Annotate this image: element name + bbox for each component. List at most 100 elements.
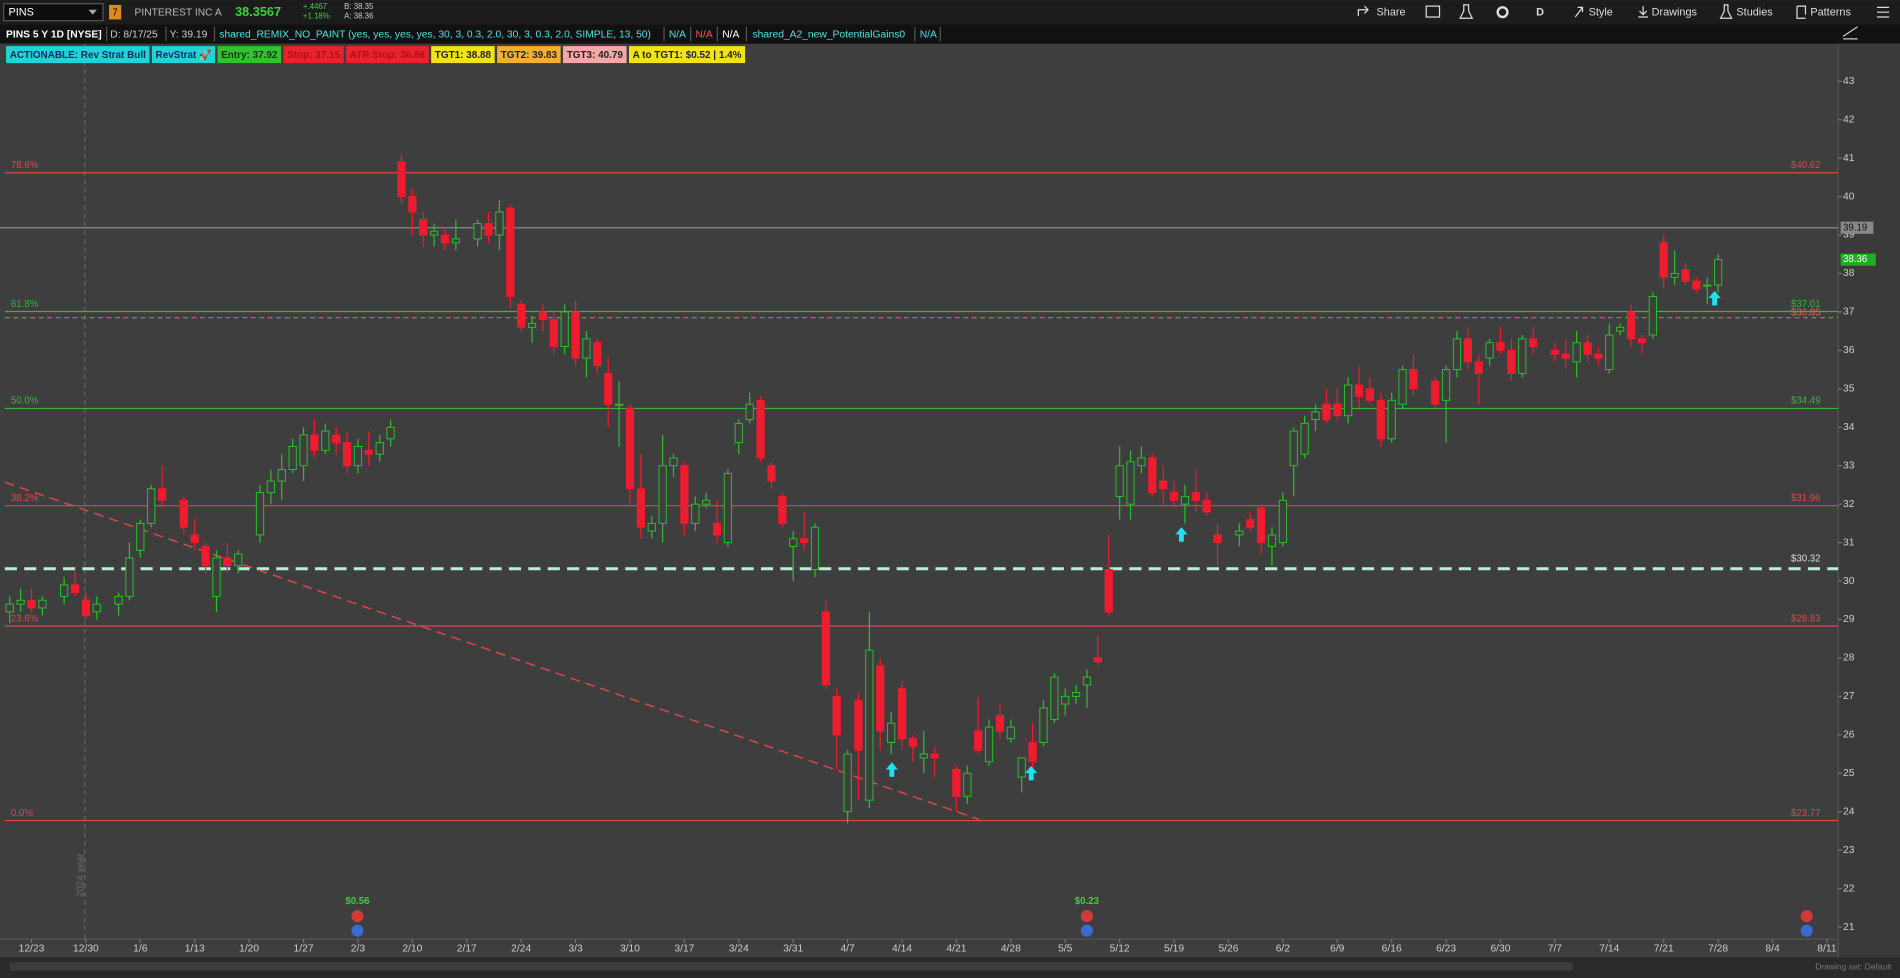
net-change: +.4467 — [303, 2, 327, 11]
patterns-button[interactable]: Patterns — [1796, 5, 1851, 19]
candle-body — [1431, 380, 1440, 405]
candle-body — [1235, 530, 1244, 536]
studies-button[interactable]: Studies — [1719, 4, 1774, 19]
candle-body — [81, 599, 91, 617]
study-value: N/A — [722, 29, 739, 40]
patterns-label[interactable]: Patterns — [1810, 7, 1851, 19]
date-label: 7/28 — [1708, 944, 1728, 955]
candle-body — [60, 584, 69, 597]
share-button[interactable]: Share — [1357, 5, 1406, 19]
price-tick-label: 22 — [1843, 883, 1855, 894]
cursor-price-box — [1840, 221, 1874, 234]
candle-body — [756, 399, 765, 459]
status-badge — [217, 46, 282, 64]
fib-pct: 61.8% — [11, 299, 39, 310]
drawings-button[interactable]: Drawings — [1638, 6, 1698, 19]
symbol-dropdown[interactable] — [88, 9, 97, 15]
candle-body — [473, 223, 482, 240]
price-tick-label: 38 — [1843, 268, 1855, 279]
style-label[interactable]: Style — [1589, 7, 1613, 19]
status-badge — [283, 46, 344, 64]
symbol-box[interactable] — [3, 3, 104, 22]
date-label: 4/28 — [1001, 944, 1021, 955]
price-tick-label: 33 — [1843, 460, 1855, 471]
style-icon — [1574, 6, 1584, 18]
candle-body — [745, 403, 754, 421]
price-tick-label: 26 — [1843, 730, 1855, 741]
earnings-value: $0.23 — [1075, 896, 1100, 907]
link-box[interactable] — [109, 4, 122, 20]
link-group[interactable]: 7 — [112, 7, 117, 18]
drawing-tool-icon[interactable] — [1842, 26, 1858, 40]
menu-icon[interactable] — [1876, 6, 1890, 18]
candle-body — [1061, 695, 1070, 705]
style-button[interactable]: Style — [1574, 6, 1613, 19]
candle-body — [1126, 461, 1135, 505]
toolbar — [0, 0, 1900, 25]
date-label: 2/24 — [511, 944, 531, 955]
candle-body — [789, 538, 798, 547]
cursor-price-tag: 39.19 — [1843, 222, 1867, 233]
date-label: 8/4 — [1765, 944, 1780, 955]
candle-body — [1159, 480, 1168, 490]
candle-body — [299, 434, 308, 467]
candle-body — [1267, 534, 1277, 547]
candle-body — [865, 649, 874, 801]
candle-body — [179, 499, 188, 528]
dividend-icon — [351, 924, 364, 937]
dividend-icon — [1080, 924, 1093, 937]
price-axis — [1838, 43, 1900, 958]
period-button[interactable]: D — [1536, 7, 1544, 19]
price-tick-label: 35 — [1843, 384, 1855, 395]
candle-body — [353, 445, 363, 467]
study-value: N/A — [696, 29, 713, 40]
candle-body — [1311, 411, 1320, 421]
candle-body — [201, 545, 210, 567]
badge-text: TGT1: 38.88 — [435, 50, 492, 61]
candle-body — [952, 768, 961, 797]
candle-body — [647, 522, 656, 532]
date-label: 3/31 — [783, 944, 803, 955]
scrollbar-thumb[interactable] — [9, 962, 1573, 971]
candle-body — [897, 688, 907, 740]
cursor-date: D: 8/17/25 — [110, 29, 158, 40]
candle-body — [1474, 361, 1483, 374]
candle-body — [832, 695, 841, 736]
candle-body — [321, 430, 330, 451]
candle-body — [1550, 349, 1560, 355]
drawing-set[interactable]: Drawing set: Default — [1815, 961, 1892, 971]
status-badge — [563, 46, 627, 64]
dividend-icon — [1800, 924, 1813, 937]
settings-icon[interactable] — [1496, 6, 1509, 19]
candle-body — [1071, 692, 1081, 697]
candle-body — [1616, 326, 1625, 332]
candle-body — [16, 599, 25, 605]
drawings-label[interactable]: Drawings — [1652, 7, 1698, 19]
share-label[interactable]: Share — [1377, 7, 1406, 19]
bid: B: 38.35 — [344, 2, 374, 11]
fib-price: $28.83 — [1791, 613, 1821, 624]
date-label: 6/23 — [1436, 944, 1456, 955]
status-badge — [346, 46, 429, 64]
signal-arrow — [885, 762, 898, 777]
price-tick-label: 25 — [1843, 768, 1855, 779]
symbol[interactable]: PINS — [8, 7, 33, 19]
price-tick-label: 39 — [1843, 230, 1855, 241]
grid-icon[interactable] — [1425, 5, 1441, 18]
study-label[interactable]: shared_REMIX_NO_PAINT (yes, yes, yes, ye… — [219, 29, 651, 40]
studies-label[interactable]: Studies — [1736, 7, 1773, 19]
candle-body — [571, 311, 580, 359]
candle-body — [484, 223, 493, 236]
date-label: 4/21 — [946, 944, 966, 955]
candle-body — [767, 465, 776, 482]
price-tick-label: 34 — [1843, 422, 1855, 433]
flask-icon[interactable] — [1459, 4, 1474, 19]
candle-body — [974, 730, 983, 751]
price-tick-label: 32 — [1843, 499, 1855, 510]
study-label[interactable]: shared_A2_new_PotentialGains0 — [752, 29, 905, 40]
status-badge — [431, 46, 495, 64]
candle-body — [136, 522, 145, 551]
date-label: 2/10 — [402, 944, 422, 955]
candle-body — [1409, 369, 1418, 390]
